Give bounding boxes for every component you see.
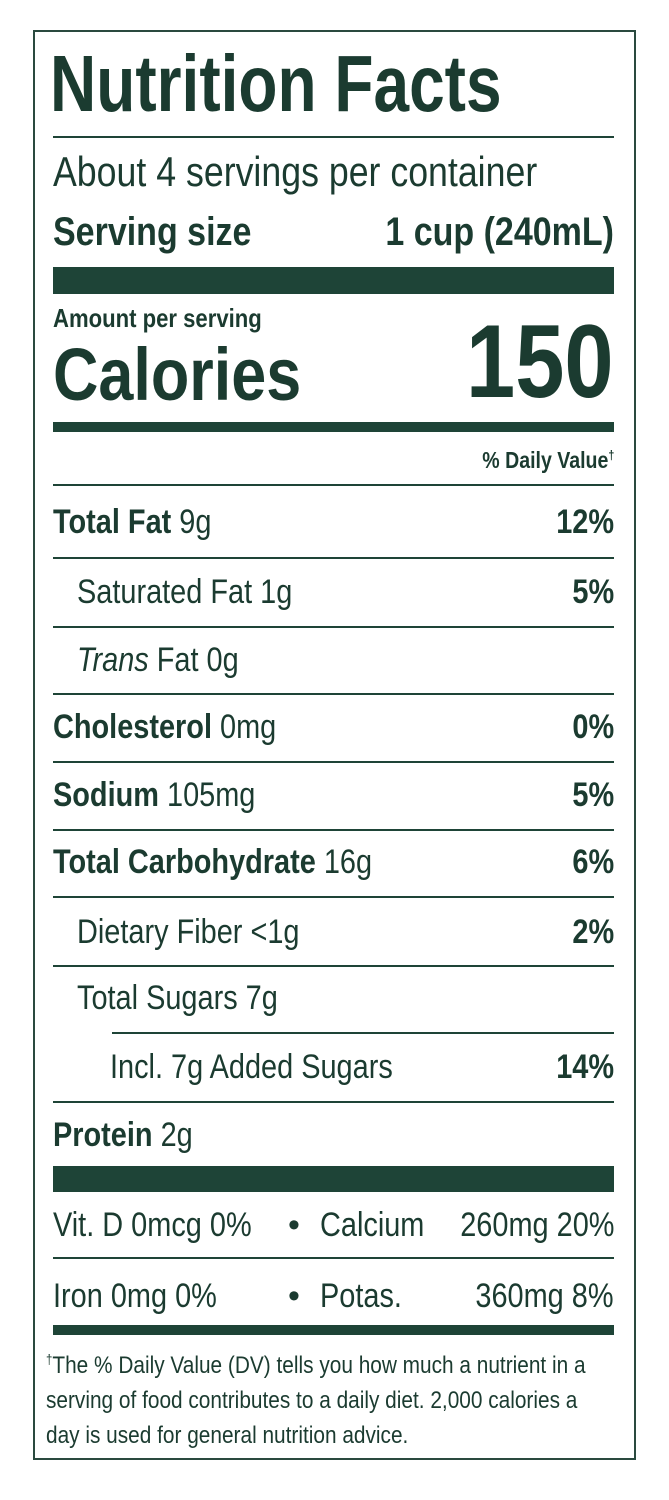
nutrient: Total Sugars 7g — [77, 981, 278, 1015]
rule — [53, 829, 614, 831]
nutrient-amount: 7g — [245, 979, 278, 1017]
vitamin-dv: 8% — [572, 1277, 614, 1315]
nutrient-amount: 16g — [323, 843, 373, 881]
nutrient-name: Protein — [53, 1116, 153, 1154]
nutrient-name: Saturated Fat — [77, 573, 253, 611]
footnote-mark: † — [46, 1352, 53, 1367]
daily-value-header: % Daily Value† — [482, 449, 614, 472]
nutrient-name: Total Carbohydrate — [53, 843, 316, 881]
nutrient-dv: 2% — [572, 913, 614, 951]
vitamin-amount: 0mg — [110, 1277, 168, 1315]
medium-bar — [53, 1325, 614, 1335]
nutrient-dv: 14% — [556, 1048, 614, 1086]
vitamin-dv: 20% — [556, 1206, 614, 1244]
rule — [53, 626, 614, 628]
nutrient: Dietary Fiber <1g — [77, 915, 299, 949]
rule — [53, 761, 614, 763]
vitamin-amount: 360mg — [475, 1277, 565, 1315]
nutrient: Total Fat 9g — [53, 505, 211, 539]
calories-value: 150 — [466, 304, 614, 420]
rule — [112, 1032, 614, 1034]
nutrient: Cholesterol 0mg — [53, 710, 276, 744]
thick-bar — [53, 1166, 614, 1192]
rule — [53, 136, 614, 138]
nutrient: Saturated Fat 1g — [77, 575, 292, 609]
footnote-text: The % Daily Value (DV) tells you how muc… — [46, 1352, 586, 1450]
rule — [53, 1257, 614, 1259]
nutrient-name: Total Sugars — [77, 979, 238, 1017]
vitamin-amount: 260mg — [459, 1206, 549, 1244]
nutrient-name-italic: Trans — [77, 641, 149, 679]
nutrient-name: Cholesterol — [53, 708, 212, 746]
calories-label: Calories — [53, 333, 302, 416]
servings: About 4 servings per container — [53, 148, 538, 195]
nutrient: Sodium 105mg — [53, 778, 255, 812]
rule — [53, 1101, 614, 1103]
nutrient-name: Fat — [156, 641, 199, 679]
nutrient-amount: 1g — [260, 573, 293, 611]
label-border — [33, 30, 636, 1460]
title: Nutrition Facts — [50, 39, 502, 128]
nutrient-dv: 6% — [572, 843, 614, 881]
amount-per-serving: Amount per serving — [53, 303, 262, 333]
nutrient-amount: 2g — [160, 1116, 193, 1154]
vitamin: Iron 0mg 0% — [53, 1279, 217, 1313]
nutrient-name: Total Fat — [53, 503, 172, 541]
nutrient: Total Carbohydrate 16g — [53, 845, 372, 879]
nutrient: Protein 2g — [53, 1118, 193, 1152]
medium-bar — [53, 422, 614, 432]
vitamin-dv: 0% — [209, 1206, 252, 1244]
rule — [53, 484, 614, 486]
bullet: • — [288, 1206, 300, 1244]
nutrient-dv: 12% — [556, 503, 614, 541]
rule — [53, 693, 614, 695]
nutrient-amount: 0g — [206, 641, 239, 679]
nutrient-amount: 105mg — [167, 776, 256, 814]
bullet: • — [288, 1277, 300, 1315]
rule — [53, 965, 614, 967]
vitamin-name: Vit. D — [53, 1206, 124, 1244]
nutrient-amount: 0mg — [220, 708, 277, 746]
vitamin: 260mg 20% — [460, 1208, 614, 1242]
nutrient-name: Sodium — [53, 776, 159, 814]
vitamin-name: Calcium — [320, 1206, 425, 1244]
nutrient: Trans Fat 0g — [77, 643, 239, 677]
serving-size-value: 1 cup (240mL) — [385, 210, 614, 254]
vitamin: Vit. D 0mcg 0% — [53, 1208, 252, 1242]
nutrient-name: Dietary Fiber — [77, 913, 243, 951]
footnote: †The % Daily Value (DV) tells you how mu… — [46, 1342, 616, 1453]
vitamin-amount: 0mcg — [131, 1206, 202, 1244]
thick-bar — [53, 267, 614, 294]
dv-header-text: % Daily Value — [481, 447, 609, 473]
rule — [53, 896, 614, 898]
vitamin-name: Potas. — [320, 1277, 402, 1315]
vitamin: 360mg 8% — [476, 1279, 614, 1313]
nutrient-amount: 9g — [179, 503, 212, 541]
serving-size-label: Serving size — [53, 210, 252, 254]
vitamin-dv: 0% — [175, 1277, 217, 1315]
dagger: † — [608, 448, 614, 463]
nutrient-dv: 5% — [572, 573, 614, 611]
nutrient-name: Incl. 7g Added Sugars — [110, 1048, 393, 1086]
nutrient-dv: 5% — [572, 776, 614, 814]
nutrient-amount: <1g — [250, 913, 300, 951]
vitamin-name: Iron — [53, 1277, 103, 1315]
nutrient-dv: 0% — [572, 708, 614, 746]
nutrient: Incl. 7g Added Sugars — [110, 1050, 393, 1084]
rule — [53, 557, 614, 559]
